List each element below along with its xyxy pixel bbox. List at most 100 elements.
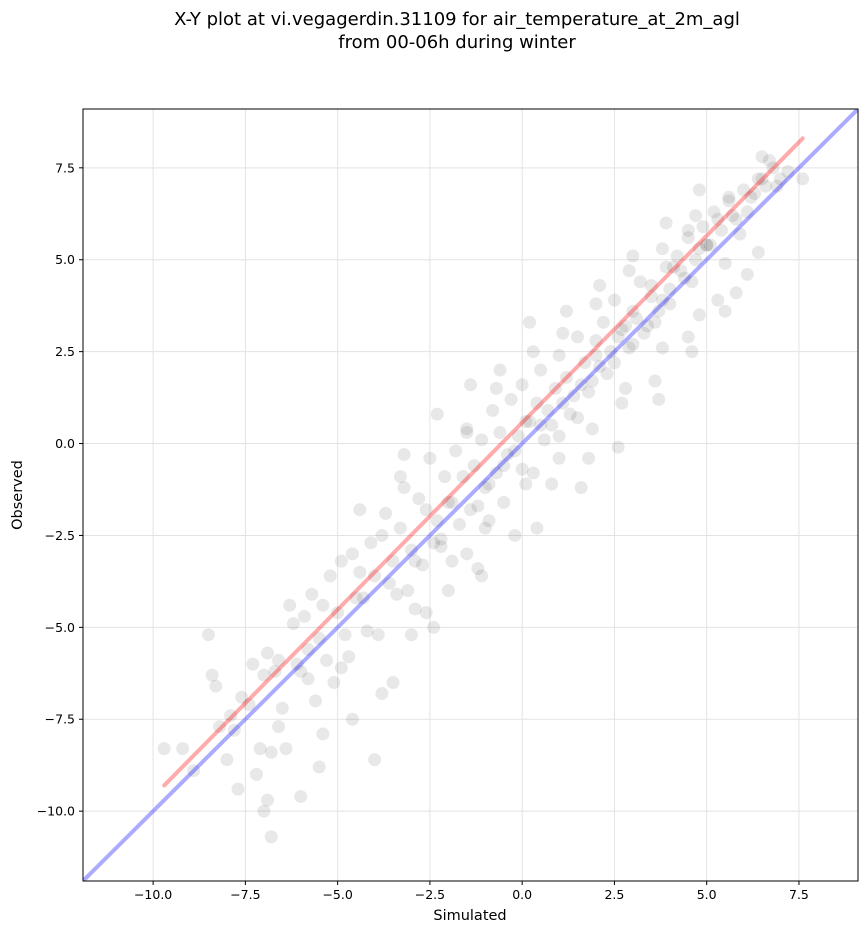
data-point [471,499,485,513]
x-axis-label: Simulated [433,908,506,924]
data-point [246,657,260,671]
data-point [334,554,348,568]
data-point [209,679,223,693]
data-point [644,278,658,292]
data-point [312,760,326,774]
data-point [375,528,389,542]
data-point [316,598,330,612]
data-point [582,385,596,399]
data-point [460,547,474,561]
data-point [478,521,492,535]
data-point [737,183,751,197]
data-point [301,672,315,686]
data-point [626,337,640,351]
data-point [390,587,404,601]
data-point [571,411,585,425]
data-point [515,378,529,392]
data-point [607,293,621,307]
data-point [526,345,540,359]
data-point [729,212,743,226]
data-point [345,712,359,726]
data-point [770,179,784,193]
data-point [644,289,658,303]
data-point [253,742,267,756]
data-point [648,315,662,329]
data-point [309,694,322,708]
data-point [345,547,359,561]
data-point [434,539,448,553]
data-point [748,187,762,201]
data-point [342,650,356,664]
data-point [604,345,618,359]
data-point [655,341,669,355]
data-point [500,448,514,462]
y-tick-label: −7.5 [45,712,75,727]
data-point [534,418,548,432]
data-point [659,260,673,274]
identity-line [83,109,858,881]
y-tick-label: 5.0 [55,252,75,267]
data-point [530,396,544,410]
data-point [589,348,603,362]
data-point [574,481,588,495]
data-point [571,330,585,344]
data-point [375,687,389,701]
data-point [460,426,474,440]
data-point [559,370,573,384]
data-point [700,238,714,252]
data-point [740,267,754,281]
data-point [489,381,503,395]
data-point [220,753,234,767]
data-point [408,554,422,568]
data-point [275,701,289,715]
y-tick-label: 7.5 [55,160,75,175]
data-point [464,503,477,517]
data-point [397,481,411,495]
data-point [552,429,566,443]
data-point [249,767,263,781]
data-point [762,153,776,167]
data-point [593,278,607,292]
data-point [685,345,699,359]
data-point [401,584,415,598]
data-point [523,414,537,428]
data-point [696,220,710,234]
data-point [294,664,308,678]
data-point [261,793,275,807]
data-point [663,297,677,311]
data-point [585,422,599,436]
data-point [674,264,688,278]
data-point [486,403,500,417]
data-point [692,183,706,197]
data-point [726,209,740,223]
data-point [714,223,728,237]
x-tick-label: −5.0 [322,887,352,902]
data-point [722,194,736,208]
data-point [360,624,374,638]
data-point [264,830,278,844]
data-point [655,293,669,307]
data-point [157,742,171,756]
data-point [744,190,758,204]
data-point [368,753,382,767]
data-point [497,459,511,473]
data-point [578,356,592,370]
data-point [283,598,297,612]
data-point [297,609,311,623]
data-point [320,653,334,667]
data-point [327,675,341,689]
data-point [404,543,418,557]
x-tick-label: 5.0 [697,887,717,902]
data-point [408,602,422,616]
data-point [316,727,330,741]
data-point [523,315,537,329]
y-tick-label: −2.5 [45,528,75,543]
data-point [412,492,426,506]
data-point [279,742,293,756]
data-point [323,569,337,583]
data-point [622,264,636,278]
data-point [537,433,551,447]
data-point [755,172,769,186]
data-point [423,451,437,465]
